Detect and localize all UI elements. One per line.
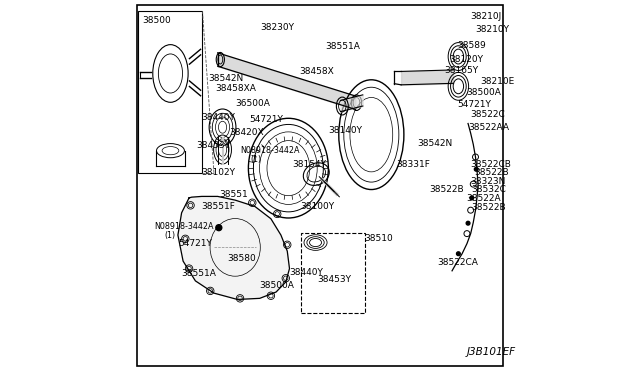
Text: 38210J: 38210J xyxy=(470,12,502,21)
Text: 38500A: 38500A xyxy=(260,281,294,290)
Text: 38210E: 38210E xyxy=(480,77,514,86)
Text: 38154Y: 38154Y xyxy=(292,160,326,169)
Text: 38510: 38510 xyxy=(364,234,393,243)
Text: 36500A: 36500A xyxy=(235,99,270,108)
Text: 38542N: 38542N xyxy=(417,139,452,148)
Text: 54721Y: 54721Y xyxy=(457,100,491,109)
Text: 38522A: 38522A xyxy=(466,194,500,203)
Text: 38453Y: 38453Y xyxy=(317,275,351,284)
Text: N08918-3442A: N08918-3442A xyxy=(240,146,300,155)
Text: 38102Y: 38102Y xyxy=(202,169,236,177)
Text: 38551A: 38551A xyxy=(326,42,360,51)
Circle shape xyxy=(216,225,222,231)
Text: 38551A: 38551A xyxy=(182,269,216,278)
Text: 38532C: 38532C xyxy=(472,185,507,194)
Circle shape xyxy=(474,167,478,171)
Text: J3B101EF: J3B101EF xyxy=(467,347,516,356)
Text: 38522C: 38522C xyxy=(470,110,506,119)
Text: 38522AA: 38522AA xyxy=(468,123,509,132)
Text: 38522CB: 38522CB xyxy=(470,160,511,169)
Text: 38210Y: 38210Y xyxy=(476,25,509,34)
Text: 38120Y: 38120Y xyxy=(449,55,483,64)
Text: 38420X: 38420X xyxy=(229,128,264,137)
Text: 38453Y: 38453Y xyxy=(196,141,230,150)
Text: 38551: 38551 xyxy=(219,190,248,199)
Text: 38100Y: 38100Y xyxy=(301,202,335,211)
Circle shape xyxy=(466,221,470,225)
Text: 38500: 38500 xyxy=(142,16,171,25)
Text: 38522CA: 38522CA xyxy=(437,258,478,267)
Text: 54721Y: 54721Y xyxy=(250,115,283,124)
Text: 38230Y: 38230Y xyxy=(260,23,294,32)
Text: 38580: 38580 xyxy=(228,254,257,263)
Circle shape xyxy=(470,196,474,200)
Text: (1): (1) xyxy=(164,231,175,240)
Text: N08918-3442A: N08918-3442A xyxy=(154,222,214,231)
Text: 38522B: 38522B xyxy=(472,203,506,212)
Text: 38165Y: 38165Y xyxy=(445,66,479,75)
Text: 38500A: 38500A xyxy=(466,88,500,97)
Text: 38140Y: 38140Y xyxy=(328,126,362,135)
Text: 38440Y: 38440Y xyxy=(202,113,236,122)
Text: 38522B: 38522B xyxy=(474,169,509,177)
Polygon shape xyxy=(178,196,289,299)
Text: (1): (1) xyxy=(250,155,261,164)
Text: 38331F: 38331F xyxy=(396,160,430,169)
Text: 54721Y: 54721Y xyxy=(178,239,212,248)
Text: 38458X: 38458X xyxy=(300,67,334,76)
Text: 38542N: 38542N xyxy=(209,74,244,83)
Text: 38440Y: 38440Y xyxy=(289,268,323,277)
Text: 38323N: 38323N xyxy=(470,177,506,186)
Text: 38551F: 38551F xyxy=(202,202,236,211)
Text: 38589: 38589 xyxy=(457,41,486,50)
Text: 38522B: 38522B xyxy=(429,185,465,194)
Bar xyxy=(301,233,365,313)
Text: 38458XA: 38458XA xyxy=(215,84,256,93)
Bar xyxy=(138,11,202,173)
Circle shape xyxy=(456,252,460,256)
